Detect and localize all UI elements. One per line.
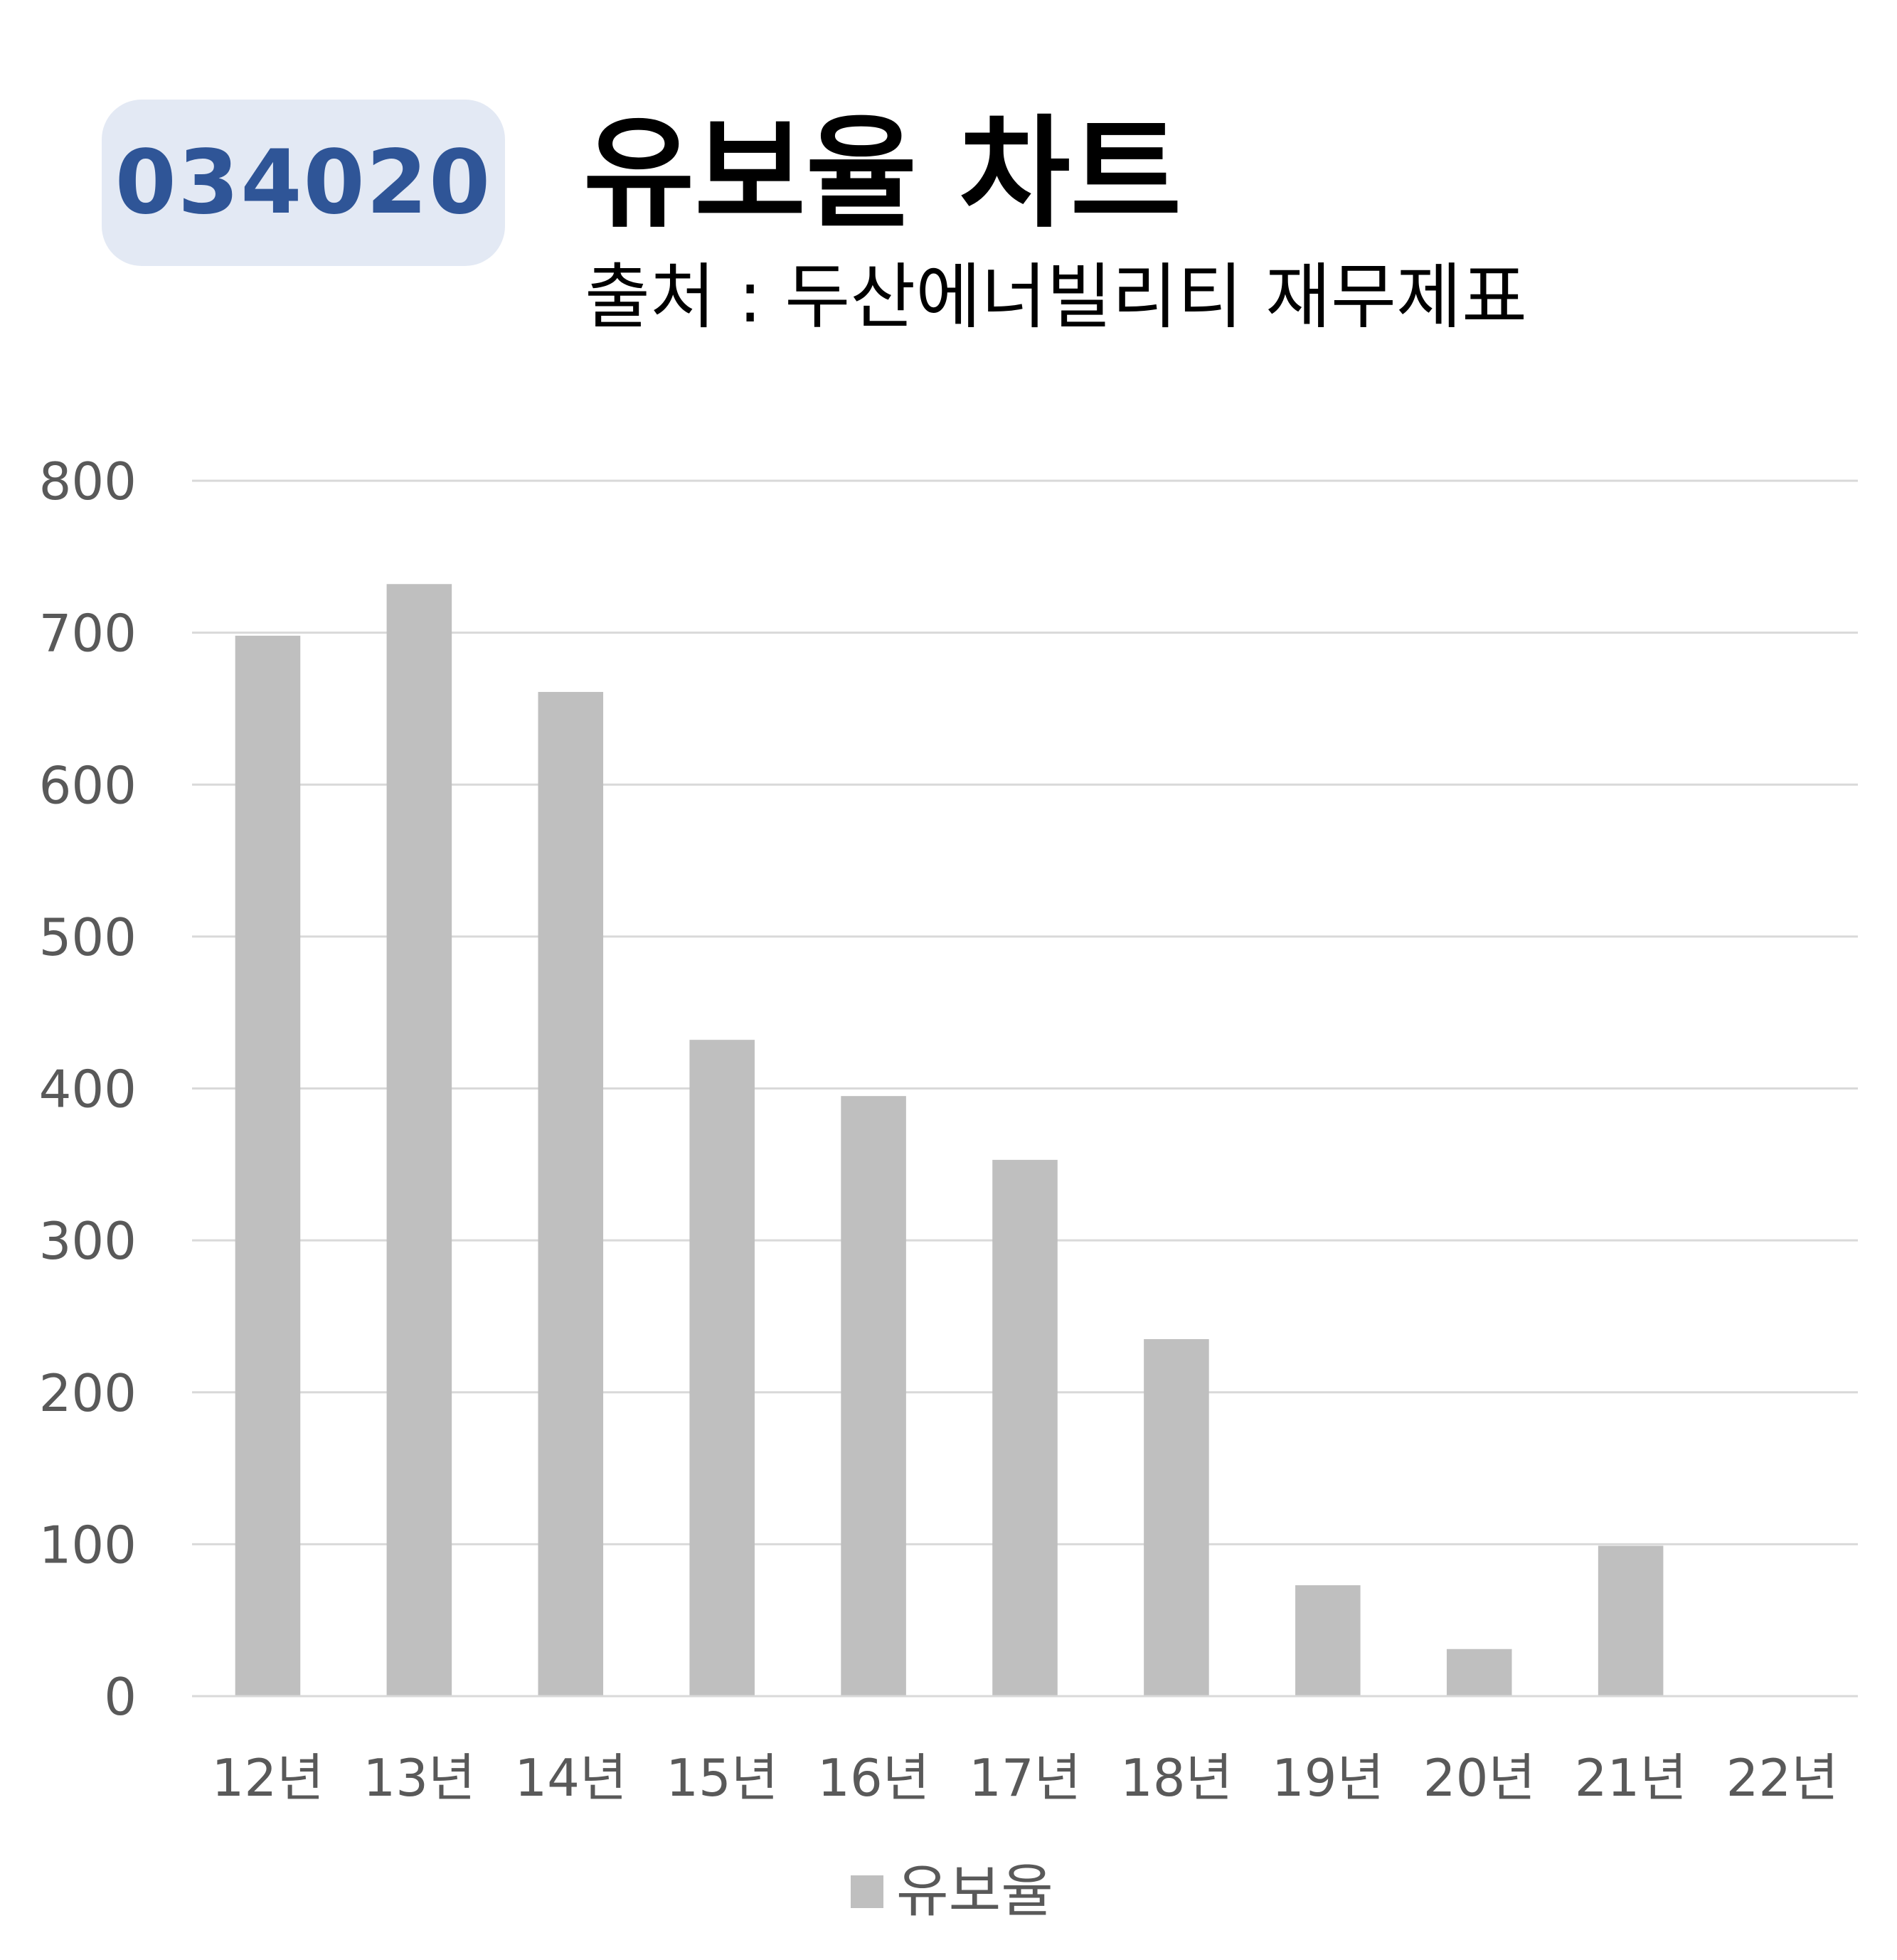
stock-code-badge: 034020 — [102, 100, 505, 266]
legend-swatch — [851, 1875, 883, 1908]
x-tick-label: 19년 — [1272, 1748, 1384, 1808]
x-tick-label: 15년 — [666, 1748, 778, 1808]
x-axis-ticks: 12년 13년 14년 15년 16년 17년 18년 19년 20년 21년 22년 — [212, 1748, 1839, 1808]
bar-19년 — [1295, 1585, 1361, 1696]
x-tick-label: 14년 — [514, 1748, 627, 1808]
bar-18년 — [1144, 1338, 1209, 1696]
x-tick-label: 22년 — [1726, 1748, 1839, 1808]
x-tick-label: 13년 — [363, 1748, 475, 1808]
bar-15년 — [689, 1040, 755, 1696]
y-tick-label: 700 — [39, 604, 137, 664]
bar-20년 — [1446, 1649, 1512, 1696]
y-tick-label: 600 — [39, 755, 137, 815]
y-tick-label: 300 — [39, 1211, 137, 1271]
x-tick-label: 16년 — [817, 1748, 930, 1808]
y-tick-label: 400 — [39, 1060, 137, 1119]
y-tick-label: 0 — [104, 1667, 137, 1727]
chart-subtitle: 출처 : 두산에너빌리티 재무제표 — [585, 255, 1528, 339]
bar-21년 — [1598, 1545, 1664, 1696]
y-axis-ticks: 0 100 200 300 400 500 600 700 800 — [39, 452, 137, 1727]
bar-16년 — [841, 1096, 906, 1696]
bars — [235, 584, 1664, 1697]
chart-title: 유보율 차트 — [583, 104, 1182, 245]
bar-12년 — [235, 635, 301, 1697]
x-tick-label: 17년 — [969, 1748, 1081, 1808]
x-tick-label: 20년 — [1423, 1748, 1536, 1808]
bar-17년 — [992, 1159, 1058, 1696]
bar-13년 — [386, 584, 452, 1696]
y-tick-label: 800 — [39, 452, 137, 511]
y-tick-label: 200 — [39, 1363, 137, 1423]
x-tick-label: 18년 — [1120, 1748, 1233, 1808]
legend: 유보율 — [851, 1863, 1053, 1920]
x-tick-label: 21년 — [1575, 1748, 1687, 1808]
y-tick-label: 500 — [39, 907, 137, 967]
x-tick-label: 12년 — [212, 1748, 324, 1808]
legend-label: 유보율 — [896, 1858, 1053, 1924]
bar-14년 — [538, 691, 604, 1696]
y-tick-label: 100 — [39, 1515, 137, 1575]
